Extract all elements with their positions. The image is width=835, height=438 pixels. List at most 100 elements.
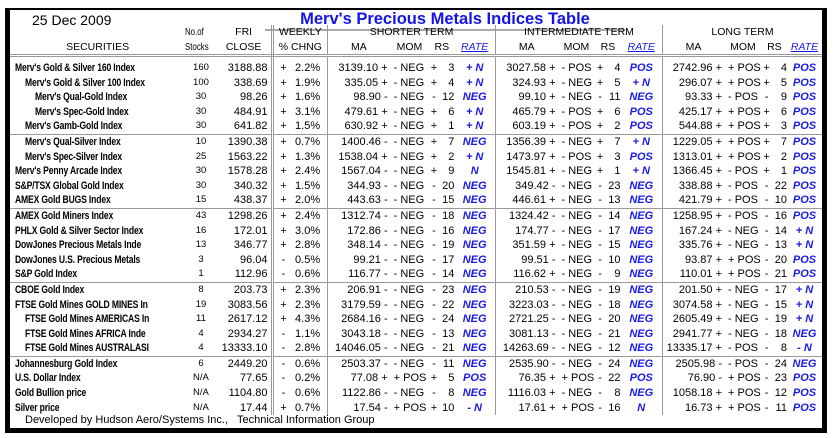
weekly-change-pct: 3.0%: [289, 223, 329, 239]
int-rate-header: RATE: [620, 39, 664, 57]
long-ma: 335.76 +: [678, 239, 722, 252]
long-mom: + POS: [728, 401, 761, 414]
security-name-cell: Merv's Qual-Silver Index: [10, 133, 186, 150]
int-rate: NEG: [620, 178, 664, 194]
weekly-change-pct: 0.6%: [289, 267, 329, 283]
long-mom: + POS: [724, 133, 762, 150]
int-ma: 3081.13 -: [509, 327, 556, 340]
short-rs-sign: -: [432, 224, 436, 237]
short-ma: 116.77 -: [348, 268, 388, 281]
stocks-header: No.of: [185, 26, 205, 38]
int-mom: - NEG: [561, 298, 593, 311]
stock-count: N/A: [193, 372, 209, 384]
int-rs: 4: [614, 62, 621, 74]
weekly-change-pct: 2.2%: [289, 61, 329, 76]
short-rate: NEG: [454, 90, 496, 105]
short-rs-sign: +: [430, 150, 438, 163]
footer-credit: Developed by Hudson Aero/Systems Inc., T…: [25, 414, 375, 426]
friday-close: 1578.28: [216, 164, 274, 179]
long-rs-sign: -: [761, 355, 772, 372]
long-rs: 22: [774, 179, 787, 192]
short-ma: 348.14 -: [347, 239, 388, 252]
long-mom: - NEG: [728, 298, 759, 311]
security-name-cell: Merv's Qual-Gold Index: [10, 90, 185, 105]
short-ma: 1312.74 -: [327, 207, 390, 224]
friday-close: 340.32: [216, 178, 274, 194]
short-ma: 77.08 +: [350, 372, 388, 385]
long-rs-sign: -: [764, 253, 769, 266]
table-body: Merv's Gold & Silver 160 Index 160 3188.88…: [10, 55, 822, 416]
short-rs-sign: +: [430, 401, 438, 414]
long-mom: - NEG: [728, 327, 759, 340]
int-mom: - NEG: [561, 76, 593, 89]
int-ma: 116.62 +: [513, 268, 556, 281]
friday-close: 338.69: [216, 75, 274, 91]
short-rate: NEG: [454, 178, 496, 194]
int-rs-sign: +: [596, 165, 604, 178]
stock-count: 43: [185, 207, 217, 224]
long-mom: - POS: [728, 91, 758, 104]
short-mom: - NEG: [393, 76, 425, 89]
int-rs-sign: +: [596, 76, 604, 89]
security-name-cell: S&P/TSX Global Gold Index: [10, 179, 185, 194]
int-rs: 22: [608, 372, 621, 385]
short-ma: 99.21 -: [353, 253, 388, 266]
friday-close: 641.82: [216, 119, 274, 135]
int-rs-sign: -: [598, 342, 602, 355]
long-rate-header: RATE: [786, 39, 822, 57]
int-rs-sign: +: [596, 150, 604, 163]
short-mom: - NEG: [389, 355, 430, 372]
weekly-change-pct: 3.1%: [289, 104, 329, 120]
short-rs-sign: -: [429, 281, 439, 298]
table-row: Merv's Gold & Silver 160 Index 160 3188.88…: [10, 61, 822, 76]
table-row: Merv's Qual-Gold Index 30 98.26 +1.6% 98.90 …: [10, 90, 822, 105]
short-mom: - NEG: [389, 207, 430, 224]
int-mom-header: MOM: [557, 39, 596, 57]
security-name: Merv's Gamb-Gold Index: [25, 120, 123, 133]
friday-close: 438.37: [216, 193, 274, 209]
stock-count: 100: [193, 76, 209, 88]
intermediate-term-header: INTERMEDIATE TERM: [495, 25, 664, 40]
long-rate: POS: [792, 120, 817, 133]
short-ma: 1400.46 -: [327, 133, 390, 150]
security-name-cell: Silver price: [10, 401, 185, 416]
close-header: FRI: [216, 25, 274, 40]
short-rate: NEG: [454, 207, 496, 224]
long-mom: + POS: [728, 76, 761, 89]
weekly-change-pct: 1.3%: [289, 149, 329, 165]
long-rs-sign: +: [763, 76, 770, 89]
long-term-header: LONG TERM: [711, 26, 774, 38]
int-rate: NEG: [620, 90, 664, 105]
friday-close: 3083.56: [216, 297, 274, 313]
long-rate: NEG: [792, 327, 817, 340]
table-row: AMEX Gold Miners Index 43 1298.26 +2.4% 1312…: [10, 207, 822, 224]
weekly-change-pct: 2.8%: [289, 341, 329, 357]
weekly-change-pct: 2.4%: [289, 207, 329, 224]
short-rs: 8: [448, 387, 455, 400]
long-rs: 19: [774, 313, 787, 326]
long-rs: 1: [780, 165, 787, 178]
short-rs-sign: -: [432, 313, 436, 326]
short-rs-sign: -: [432, 194, 436, 207]
short-rate: NEG: [454, 193, 496, 209]
int-rs-sign: -: [598, 224, 602, 237]
short-mom-header: MOM: [389, 39, 430, 57]
long-rs: 17: [771, 281, 787, 298]
short-rs: 24: [442, 313, 455, 326]
short-rs: 13: [442, 327, 455, 340]
short-mom: - NEG: [393, 105, 425, 118]
stock-count: 6: [185, 355, 217, 372]
int-rate: NEG: [620, 281, 664, 298]
friday-close: 1104.80: [216, 386, 274, 401]
int-rs: 23: [608, 179, 621, 192]
weekly-change-pct: 1.6%: [289, 90, 329, 105]
table-row: DowJones U.S. Precious Metals 3 96.04-0.5%…: [10, 252, 822, 268]
table-row: Merv's Qual-Silver Index 10 1390.38 +0.7% 14…: [10, 133, 822, 150]
int-rate: NEG: [620, 267, 664, 283]
long-rate: POS: [792, 179, 817, 192]
short-ma: 98.90 -: [353, 91, 388, 104]
short-rs: 15: [442, 194, 455, 207]
long-rs: 9: [780, 91, 787, 104]
security-name-cell: Merv's Penny Arcade Index: [10, 164, 185, 179]
securities-header: SECURITIES: [10, 39, 186, 57]
